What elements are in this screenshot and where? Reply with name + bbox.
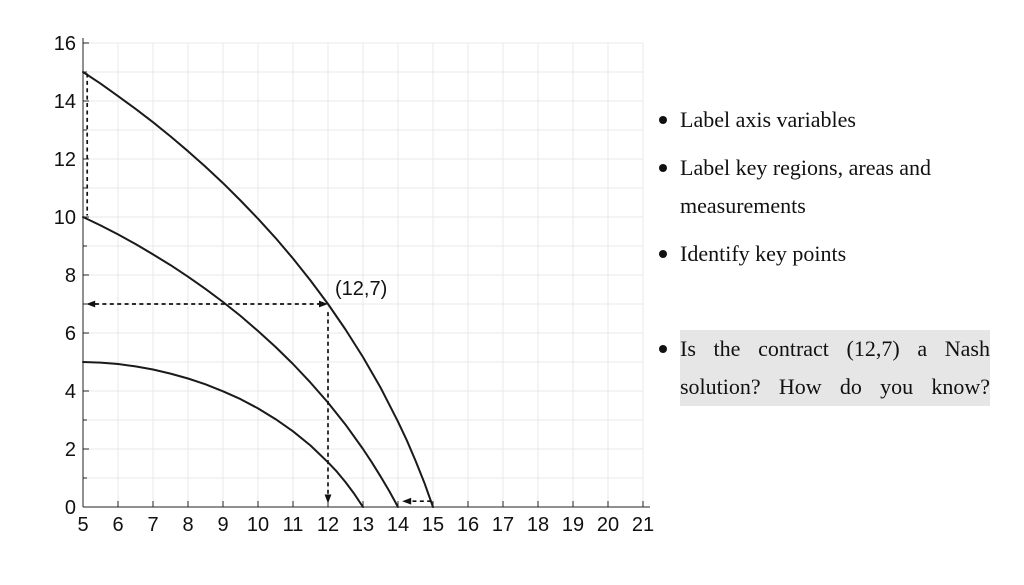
arrow-y-equals-7-arrowhead	[86, 300, 96, 308]
curve-bottom	[82, 361, 364, 508]
x-tick-label: 15	[422, 514, 444, 536]
y-tick-label: 2	[65, 439, 76, 461]
y-tick-label: 10	[54, 207, 76, 229]
bullet-dot	[659, 164, 667, 172]
notes-list: Label axis variables Label key regions, a…	[659, 101, 990, 416]
bullet-item-2: Label key regions, areas and measurements	[659, 149, 990, 225]
y-tick-label: 6	[65, 323, 76, 345]
x-tick-label: 9	[217, 514, 228, 536]
bullet-item-3: Identify key points	[659, 235, 990, 273]
bullet-item-1: Label axis variables	[659, 101, 990, 139]
bullet-line-highlighted: solution? How do you know?	[680, 368, 990, 406]
bullet-line-highlighted: Is the contract (12,7) a Nash	[680, 330, 990, 368]
x-tick-label: 19	[562, 514, 584, 536]
arrow-y-equals-7-arrowhead	[319, 300, 328, 308]
bullet-item-4: Is the contract (12,7) a Nash solution? H…	[659, 330, 990, 406]
x-tick-label: 17	[492, 514, 514, 536]
curve-top	[82, 71, 434, 508]
bullet-line: Label axis variables	[680, 107, 856, 132]
bullet-line: Label key regions, areas and	[680, 155, 932, 180]
y-tick-label: 16	[54, 33, 76, 55]
bullet-dot	[659, 116, 667, 124]
bullet-text: Identify key points	[680, 235, 990, 273]
y-tick-label: 14	[54, 91, 76, 113]
bullet-text: Label axis variables	[680, 101, 990, 139]
x-tick-label: 8	[182, 514, 193, 536]
x-tick-label: 10	[247, 514, 269, 536]
x-tick-label: 12	[317, 514, 339, 536]
y-tick-label: 0	[65, 497, 76, 519]
x-tick-label: 20	[597, 514, 619, 536]
arrow-x-equals-12-arrowhead	[324, 494, 332, 504]
bullet-text: Label key regions, areas and measurements	[680, 149, 990, 225]
x-tick-label: 11	[283, 514, 304, 536]
bullet-line: Identify key points	[680, 241, 847, 266]
y-tick-label: 8	[65, 265, 76, 287]
key-point-label: (12,7)	[335, 278, 387, 300]
x-tick-label: 13	[352, 514, 374, 536]
x-tick-label: 5	[77, 514, 88, 536]
bullet-line: measurements	[680, 193, 806, 218]
y-tick-label: 4	[65, 381, 76, 403]
gap-14-to-15-arrowhead	[402, 497, 412, 505]
bullet-dot	[659, 345, 667, 353]
x-tick-label: 18	[527, 514, 549, 536]
bargaining-chart: 5 6 7 8 9 10 11 12 13 14 15 16 17 18 19 20 21 0 2 4 6 8 10 12 14…	[54, 33, 654, 536]
x-tick-label: 21	[632, 514, 654, 536]
x-tick-label: 16	[457, 514, 479, 536]
x-tick-label: 6	[112, 514, 123, 536]
y-tick-label: 12	[54, 149, 76, 171]
bullet-dot	[659, 250, 667, 258]
x-tick-label: 7	[147, 514, 158, 536]
x-tick-label: 14	[387, 514, 409, 536]
bullet-text: Is the contract (12,7) a Nash solution? H…	[680, 330, 990, 406]
curve-middle	[82, 216, 399, 508]
